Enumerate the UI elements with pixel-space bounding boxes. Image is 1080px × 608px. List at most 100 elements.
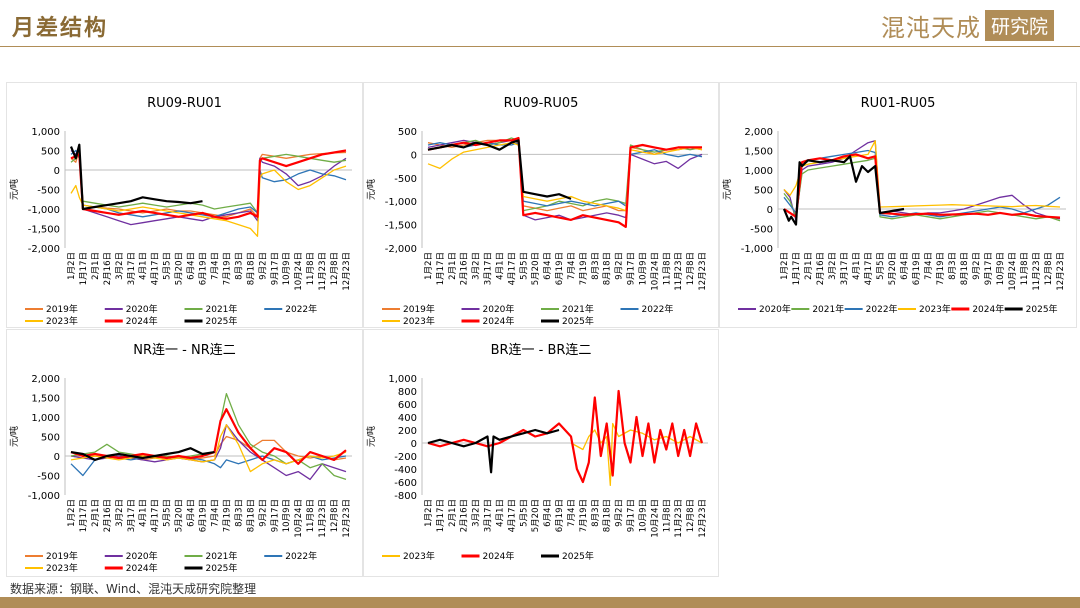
x-tick-label: 4月17日 xyxy=(507,252,517,285)
x-tick-label: 10月24日 xyxy=(294,499,304,538)
x-tick-label: 2月16日 xyxy=(103,499,113,532)
y-tick-label: -1,000 xyxy=(385,197,417,208)
y-tick-label: 500 xyxy=(41,433,60,444)
x-tick-label: 4月1日 xyxy=(139,499,149,527)
series-line-2025 xyxy=(782,155,905,226)
y-tick-label: -2,000 xyxy=(385,244,417,255)
x-tick-label: 7月4日 xyxy=(924,252,934,280)
series-line-2025 xyxy=(69,143,203,211)
x-tick-label: 5月20日 xyxy=(888,252,898,285)
x-tick-label: 12月23日 xyxy=(1056,252,1066,291)
x-tick-label: 10月9日 xyxy=(638,499,648,532)
x-tick-label: 12月8日 xyxy=(330,499,340,532)
x-tick-label: 3月2日 xyxy=(115,252,125,280)
legend-label-2022: 2022年 xyxy=(866,303,898,315)
y-tick-label: 400 xyxy=(398,413,417,424)
x-tick-label: 5月5日 xyxy=(876,252,886,280)
legend-label-2023: 2023年 xyxy=(919,303,951,315)
series-line-2024 xyxy=(70,149,347,220)
x-tick-label: 3月2日 xyxy=(115,499,125,527)
x-tick-label: 3月2日 xyxy=(472,252,482,280)
legend-label-2024: 2024年 xyxy=(126,315,158,327)
bottom-accent-bar xyxy=(0,597,1080,608)
x-tick-label: 3月2日 xyxy=(828,252,838,280)
x-tick-label: 8月3日 xyxy=(591,499,601,527)
y-tick-label: 2,000 xyxy=(31,374,60,385)
y-tick-label: -500 xyxy=(394,174,417,185)
legend-label-2025: 2025年 xyxy=(1026,303,1058,315)
x-tick-label: 1月17日 xyxy=(792,252,802,285)
x-tick-label: 2月1日 xyxy=(91,252,101,280)
x-tick-label: 11月23日 xyxy=(318,499,328,538)
chart-nr-spread: NR连一 - NR连二 2,000 1,500 1,000 500 0 -500 -1,000… xyxy=(8,342,352,574)
y-tick-label: 0 xyxy=(54,452,60,463)
x-tick-label: 11月23日 xyxy=(674,499,684,538)
y-tick-label: 500 xyxy=(41,147,60,158)
x-tick-label: 10月9日 xyxy=(638,252,648,285)
legend-label-2019: 2019年 xyxy=(403,303,435,315)
x-tick-label: 4月1日 xyxy=(139,252,149,280)
y-tick-label: -500 xyxy=(37,472,60,483)
x-tick-label: 8月3日 xyxy=(234,499,244,527)
x-tick-label: 11月8日 xyxy=(306,499,316,532)
chart-panel-br-spread: BR连一 - BR连二 1,000 800 600 400 200 0 -200 -400 -60… xyxy=(363,329,719,577)
y-tick-label: 600 xyxy=(398,400,417,411)
x-tick-label: 1月2日 xyxy=(780,252,790,280)
y-tick-label: -500 xyxy=(750,225,773,236)
x-tick-label: 1月2日 xyxy=(67,499,77,527)
x-tick-label: 8月18日 xyxy=(603,252,613,285)
x-tick-label: 2月1日 xyxy=(448,499,458,527)
y-tick-label: 0 xyxy=(767,205,773,216)
x-tick-label: 6月19日 xyxy=(199,252,209,285)
x-tick-label: 10月9日 xyxy=(282,499,292,532)
x-tick-label: 6月19日 xyxy=(555,252,565,285)
x-tick-label: 4月1日 xyxy=(852,252,862,280)
y-axis-label: 元/吨 xyxy=(8,179,20,200)
x-tick-label: 11月8日 xyxy=(662,252,672,285)
title-divider xyxy=(0,46,1080,47)
x-tick-label: 8月3日 xyxy=(591,252,601,280)
y-tick-label: 0 xyxy=(54,166,60,177)
x-tick-label: 3月17日 xyxy=(127,252,137,285)
x-tick-label: 8月18日 xyxy=(960,252,970,285)
series-line-2021 xyxy=(70,153,347,214)
x-tick-label: 8月18日 xyxy=(603,499,613,532)
x-tick-label: 5月5日 xyxy=(163,499,173,527)
series-line-2023 xyxy=(783,140,1061,208)
x-tick-label: 5月20日 xyxy=(175,252,185,285)
x-tick-label: 12月23日 xyxy=(342,499,352,538)
y-tick-label: -1,000 xyxy=(741,244,773,255)
y-tick-label: 1,000 xyxy=(388,374,417,385)
series-line-2023 xyxy=(70,165,347,237)
legend-label-2020: 2020年 xyxy=(126,303,158,315)
x-tick-label: 10月9日 xyxy=(282,252,292,285)
x-tick-label: 6月4日 xyxy=(187,252,197,280)
y-tick-label: 1,500 xyxy=(31,394,60,405)
legend-label-2019: 2019年 xyxy=(46,303,78,315)
legend-label-2022: 2022年 xyxy=(285,550,317,562)
chart-title: RU09-RU01 xyxy=(147,96,222,111)
y-axis-label: 元/吨 xyxy=(8,426,20,447)
x-tick-label: 5月20日 xyxy=(531,499,541,532)
x-tick-label: 9月2日 xyxy=(258,252,268,280)
x-tick-label: 10月24日 xyxy=(650,252,660,291)
x-tick-label: 4月1日 xyxy=(495,252,505,280)
legend-label-2023: 2023年 xyxy=(46,315,78,327)
legend-label-2021: 2021年 xyxy=(812,303,844,315)
x-tick-label: 9月17日 xyxy=(270,499,280,532)
legend-label-2024: 2024年 xyxy=(483,315,515,327)
chart-ru01-ru05: RU01-RU05 2,000 1,500 1,000 500 0 -500 -1,000 元/… xyxy=(721,96,1066,315)
x-tick-label: 9月17日 xyxy=(627,499,637,532)
x-tick-label: 12月23日 xyxy=(698,499,708,538)
x-tick-label: 3月17日 xyxy=(484,252,494,285)
series-line-2023 xyxy=(70,424,347,473)
x-tick-label: 8月18日 xyxy=(246,499,256,532)
x-tick-label: 10月24日 xyxy=(650,499,660,538)
legend-label-2025: 2025年 xyxy=(562,315,594,327)
x-tick-label: 5月5日 xyxy=(163,252,173,280)
x-tick-label: 12月8日 xyxy=(330,252,340,285)
x-tick-label: 7月19日 xyxy=(579,499,589,532)
x-tick-label: 7月4日 xyxy=(210,252,220,280)
legend-label-2025: 2025年 xyxy=(206,562,238,574)
x-tick-label: 11月23日 xyxy=(674,252,684,291)
